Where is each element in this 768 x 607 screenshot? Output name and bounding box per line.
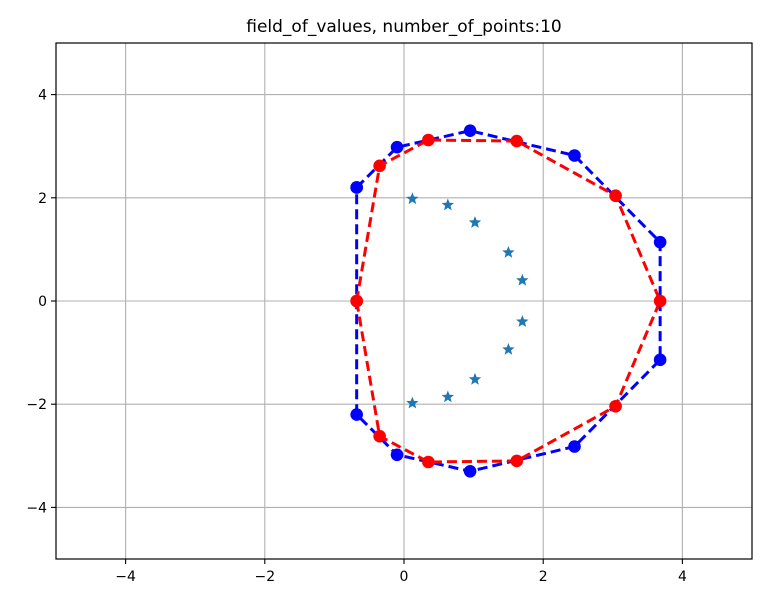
chart-title: field_of_values, number_of_points:10: [246, 17, 561, 37]
inner-polygon-series: [350, 133, 667, 469]
y-tick-label: 2: [38, 191, 47, 207]
outer-polygon-point: [463, 124, 477, 138]
inner-polygon-point: [350, 294, 363, 308]
eigenvalue-star: [468, 372, 482, 385]
outer-polygon-point: [568, 440, 581, 453]
eigenvalue-star: [502, 246, 515, 258]
inner-polygon-point: [422, 455, 435, 469]
y-tick-label: 0: [38, 294, 47, 310]
outer-polygon-point: [390, 448, 404, 462]
x-tick-label: 4: [678, 569, 687, 585]
eigenvalue-star: [441, 198, 455, 211]
y-tick-label: −2: [26, 397, 47, 413]
x-tick-label: 2: [539, 569, 548, 585]
eigenvalue-star: [468, 216, 482, 228]
inner-polygon-line: [355, 138, 662, 464]
outer-polygon-point: [653, 353, 667, 367]
x-tick-label: −2: [254, 569, 275, 585]
ticks: −4 −2 0 2 4 −4 −2 0 2 4: [26, 88, 687, 585]
outer-polygon-point: [653, 235, 667, 249]
outer-polygon-point: [463, 464, 477, 478]
eigenvalue-star: [516, 315, 529, 327]
eigenvalue-star: [516, 273, 529, 286]
inner-polygon-point: [653, 294, 667, 308]
eigenvalues-series: [406, 192, 529, 409]
series-layer: [350, 124, 667, 478]
inner-polygon-point: [422, 133, 435, 147]
eigenvalue-star: [441, 390, 455, 403]
eigenvalue-star: [406, 396, 419, 409]
inner-polygon-point: [373, 429, 386, 443]
inner-polygon-point: [373, 159, 386, 173]
outer-polygon-point: [390, 140, 404, 154]
eigenvalue-star: [502, 343, 515, 355]
outer-polygon-point: [568, 149, 581, 162]
inner-polygon-point: [609, 189, 622, 203]
x-tick-label: −4: [115, 569, 136, 585]
eigenvalue-star: [406, 192, 419, 205]
y-tick-label: 4: [38, 88, 47, 104]
inner-polygon-point: [609, 399, 622, 413]
x-tick-label: 0: [400, 569, 409, 585]
outer-polygon-point: [350, 181, 363, 194]
inner-polygon-point: [510, 454, 524, 468]
outer-polygon-point: [350, 408, 363, 421]
y-tick-label: −4: [26, 500, 47, 516]
outer-polygon-line: [355, 129, 662, 473]
inner-polygon-point: [510, 134, 524, 148]
outer-polygon-series: [350, 124, 667, 478]
grid: [56, 43, 752, 559]
